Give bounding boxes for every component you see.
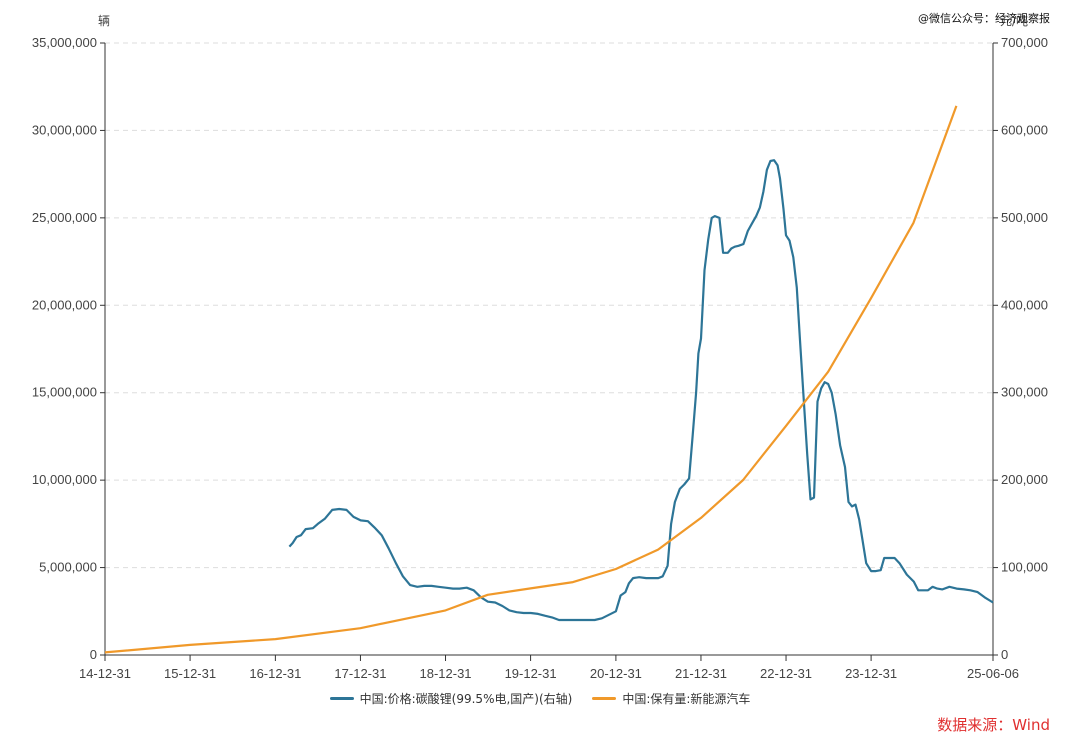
- right-tick-label: 700,000: [1001, 35, 1048, 50]
- x-tick-label: 14-12-31: [79, 666, 131, 681]
- left-axis-unit: 辆: [98, 14, 110, 28]
- legend-item-stock[interactable]: 中国:保有量:新能源汽车: [592, 690, 750, 707]
- right-tick-label: 500,000: [1001, 210, 1048, 225]
- left-tick-label: 25,000,000: [32, 210, 97, 225]
- x-tick-label: 17-12-31: [334, 666, 386, 681]
- data-source-note: 数据来源：Wind: [937, 716, 1050, 734]
- left-tick-label: 10,000,000: [32, 472, 97, 487]
- legend-swatch-stock: [592, 697, 617, 700]
- left-tick-label: 20,000,000: [32, 297, 97, 312]
- watermark-text: @微信公众号：经济观察报: [918, 12, 1050, 25]
- right-tick-label: 0: [1001, 647, 1008, 662]
- x-tick-label: 16-12-31: [249, 666, 301, 681]
- grid-lines: [105, 42, 993, 569]
- x-tick-label: 25-06-06: [967, 666, 1019, 681]
- legend-swatch-price: [329, 697, 354, 700]
- left-tick-label: 0: [90, 647, 97, 662]
- series-lines: [104, 105, 994, 654]
- right-tick-label: 300,000: [1001, 385, 1048, 400]
- left-tick-label: 30,000,000: [32, 122, 97, 137]
- x-tick-label: 23-12-31: [845, 666, 897, 681]
- x-tick-label: 21-12-31: [675, 666, 727, 681]
- right-tick-label: 600,000: [1001, 122, 1048, 137]
- legend-label-price: 中国:价格:碳酸锂(99.5%电,国产)(右轴): [359, 692, 573, 706]
- x-tick-label: 22-12-31: [760, 666, 812, 681]
- left-tick-label: 5,000,000: [39, 560, 97, 575]
- x-tick-label: 18-12-31: [419, 666, 471, 681]
- legend-label-stock: 中国:保有量:新能源汽车: [622, 692, 751, 706]
- x-tick-label: 20-12-31: [590, 666, 642, 681]
- chart-legend: 中国:价格:碳酸锂(99.5%电,国产)(右轴) 中国:保有量:新能源汽车: [0, 690, 1080, 707]
- right-tick-label: 400,000: [1001, 297, 1048, 312]
- right-axis-unit: 元/吨: [1000, 14, 1028, 28]
- left-tick-label: 35,000,000: [32, 35, 97, 50]
- x-tick-label: 15-12-31: [164, 666, 216, 681]
- stock-series-line: [104, 105, 958, 654]
- right-tick-label: 100,000: [1001, 560, 1048, 575]
- legend-item-price[interactable]: 中国:价格:碳酸锂(99.5%电,国产)(右轴): [329, 690, 573, 707]
- axes: 0 0 5,000,000 100,000 10,000,000 200,000 15,00…: [32, 35, 1048, 681]
- x-tick-label: 19-12-31: [505, 666, 557, 681]
- price-series-line: [288, 159, 994, 622]
- left-tick-label: 15,000,000: [32, 385, 97, 400]
- right-tick-label: 200,000: [1001, 472, 1048, 487]
